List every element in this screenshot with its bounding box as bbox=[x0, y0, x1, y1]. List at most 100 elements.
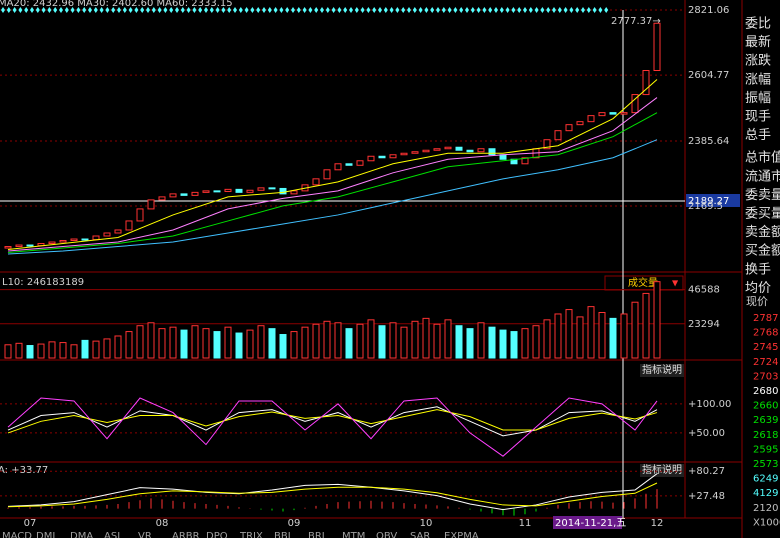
indicator-tab[interactable]: ARBR bbox=[172, 531, 200, 538]
indicator-tab[interactable]: DMI bbox=[36, 531, 55, 538]
marker-diamond bbox=[134, 7, 139, 13]
candle bbox=[499, 154, 507, 160]
marker-diamond bbox=[465, 7, 469, 13]
volume-bar bbox=[323, 320, 331, 359]
candle bbox=[180, 193, 188, 196]
side-label: 买金额 bbox=[745, 243, 780, 259]
candle bbox=[70, 238, 78, 242]
indicator-dropdown-label[interactable]: 成交量 bbox=[628, 276, 658, 289]
volume-bar bbox=[543, 319, 551, 359]
moving-average bbox=[7, 139, 658, 255]
marker-diamond bbox=[250, 7, 255, 13]
volume-bar bbox=[180, 329, 188, 359]
marker-diamond bbox=[151, 7, 156, 13]
indicator-tab[interactable]: MACD bbox=[2, 531, 32, 538]
candle bbox=[609, 112, 617, 115]
quote: 2787 bbox=[753, 313, 778, 324]
candle bbox=[653, 22, 661, 71]
volume-bar bbox=[510, 331, 518, 359]
marker-diamond bbox=[314, 7, 319, 13]
marker-diamond bbox=[128, 7, 133, 13]
quote: 6249 bbox=[753, 474, 778, 485]
volume-bar bbox=[565, 309, 573, 359]
candle bbox=[565, 124, 573, 132]
candle bbox=[444, 146, 452, 150]
quote: 2595 bbox=[753, 444, 778, 455]
macd-help-button[interactable] bbox=[640, 464, 684, 477]
marker-diamond bbox=[221, 7, 226, 13]
marker-diamond bbox=[343, 7, 348, 13]
volume-bar bbox=[400, 326, 408, 359]
indicator-tab[interactable]: BRI bbox=[308, 531, 325, 538]
volume-bar bbox=[367, 319, 375, 359]
side-label: 涨跌 bbox=[745, 53, 771, 69]
quote: 2660 bbox=[753, 401, 778, 412]
marker-diamond bbox=[523, 7, 527, 13]
marker-diamond bbox=[378, 7, 382, 13]
marker-diamond bbox=[256, 7, 261, 13]
indicator-tab[interactable]: VR bbox=[138, 531, 152, 538]
kdj-line bbox=[7, 406, 658, 437]
candle bbox=[400, 152, 408, 156]
y-tick-label: +100.00 bbox=[688, 399, 731, 410]
indicator-tab[interactable]: OBV bbox=[376, 531, 397, 538]
volume-bar bbox=[532, 325, 540, 359]
candle bbox=[642, 69, 650, 96]
indicator-tab[interactable]: BBI bbox=[274, 531, 291, 538]
indicator-tab[interactable]: ASI bbox=[104, 531, 120, 538]
candle bbox=[136, 208, 144, 222]
marker-diamond bbox=[418, 7, 423, 13]
marker-diamond bbox=[169, 7, 174, 13]
indicator-tab[interactable]: EXPMA bbox=[444, 531, 479, 538]
marker-diamond bbox=[267, 7, 272, 13]
volume-bar bbox=[26, 345, 34, 359]
volume-bar bbox=[268, 328, 276, 359]
indicator-tab[interactable]: DMA bbox=[70, 531, 93, 538]
candle bbox=[433, 148, 441, 151]
y-tick-label: 2169.5 bbox=[688, 201, 723, 212]
marker-diamond bbox=[204, 7, 208, 13]
volume-bar bbox=[378, 325, 386, 359]
marker-diamond bbox=[244, 7, 249, 13]
candle bbox=[587, 115, 595, 123]
quote: 2120 bbox=[753, 503, 778, 514]
volume-bar bbox=[103, 338, 111, 359]
y-tick-label: 23294 bbox=[688, 319, 720, 330]
macd-help-label[interactable]: 指标说明 bbox=[642, 463, 682, 476]
kdj-help-button[interactable] bbox=[640, 364, 684, 377]
ma-legend: MA20: 2432.96 MA30: 2402.60 MA60: 2333.1… bbox=[0, 0, 233, 9]
marker-diamond bbox=[488, 7, 493, 13]
volume-bar bbox=[92, 340, 100, 359]
marker-diamond bbox=[285, 7, 290, 13]
candle bbox=[169, 193, 177, 198]
volume-bar bbox=[356, 323, 364, 359]
candle bbox=[411, 151, 419, 154]
volume-bar bbox=[576, 316, 584, 359]
marker-diamond bbox=[291, 7, 295, 13]
indicator-tab[interactable]: MTM bbox=[342, 531, 365, 538]
indicator-tab[interactable]: SAR bbox=[410, 531, 430, 538]
marker-diamond bbox=[552, 7, 556, 13]
candle bbox=[279, 187, 287, 195]
marker-diamond bbox=[122, 7, 127, 13]
indicator-tab[interactable]: TRIX bbox=[239, 531, 263, 538]
marker-diamond bbox=[569, 7, 574, 13]
volume-bar bbox=[444, 319, 452, 359]
candle bbox=[191, 191, 199, 196]
candle bbox=[631, 94, 639, 114]
side-label: 卖金额 bbox=[745, 224, 780, 240]
kdj-help-label[interactable]: 指标说明 bbox=[642, 363, 682, 376]
marker-diamond bbox=[105, 7, 110, 13]
candle bbox=[576, 121, 584, 126]
marker-diamond bbox=[372, 7, 377, 13]
marker-diamond bbox=[35, 7, 40, 13]
volume-bar bbox=[466, 328, 474, 359]
candle bbox=[26, 244, 34, 247]
indicator-tab[interactable]: DPO bbox=[206, 531, 228, 538]
candle bbox=[103, 232, 111, 237]
marker-diamond bbox=[140, 7, 145, 13]
marker-diamond bbox=[308, 7, 313, 13]
panel-frames bbox=[0, 0, 743, 538]
marker-diamond bbox=[586, 7, 591, 13]
volume-bar bbox=[246, 329, 254, 359]
